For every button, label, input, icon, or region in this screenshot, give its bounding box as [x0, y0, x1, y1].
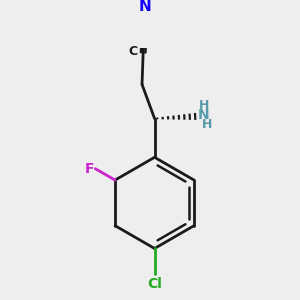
Text: N: N — [198, 108, 209, 122]
Text: H: H — [202, 118, 212, 131]
Text: F: F — [85, 162, 94, 176]
Text: H: H — [198, 99, 209, 112]
Text: C: C — [128, 45, 137, 58]
Text: N: N — [139, 0, 152, 14]
Text: Cl: Cl — [147, 277, 162, 291]
